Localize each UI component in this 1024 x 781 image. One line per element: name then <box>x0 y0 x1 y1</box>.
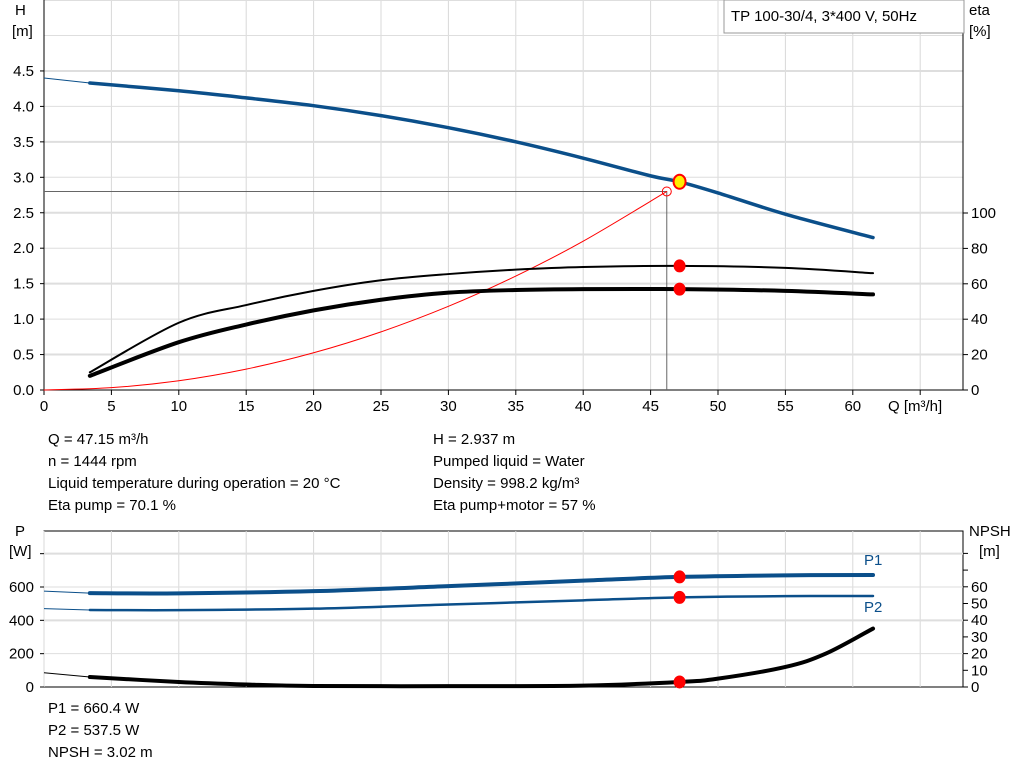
y-tick-label-right: 0 <box>971 382 979 399</box>
y-tick-label-left: 4.0 <box>13 98 34 115</box>
y-axis-unit-right: [m] <box>979 543 1000 560</box>
npsh-curve <box>87 626 876 689</box>
p1-curve-extrapolation <box>43 590 90 594</box>
info-q: Q = 47.15 m³/h <box>48 431 149 448</box>
y-tick-label-left: 0 <box>26 679 34 696</box>
y-tick-label-right: 40 <box>971 311 988 328</box>
info-eta-pump-motor: Eta pump+motor = 57 % <box>433 497 596 514</box>
info-p2: P2 = 537.5 W <box>48 722 140 739</box>
x-tick-label: 30 <box>440 398 457 415</box>
title-box <box>723 0 965 34</box>
p2-curve-extrapolation <box>43 608 90 611</box>
y-tick-label-left: 200 <box>9 646 34 663</box>
x-tick-label: 5 <box>107 398 115 415</box>
x-tick-label: 0 <box>40 398 48 415</box>
y-tick-label-right: 80 <box>971 240 988 257</box>
y-tick-label-right: 40 <box>971 612 988 629</box>
p2-curve <box>88 594 875 612</box>
info-h: H = 2.937 m <box>433 431 516 448</box>
info-top-left: Q = 47.15 m³/h n = 1444 rpm Liquid tempe… <box>48 429 340 517</box>
x-tick-label: 40 <box>575 398 592 415</box>
x-axis-label: Q [m³/h] <box>888 398 942 415</box>
info-eta-pump: Eta pump = 70.1 % <box>48 497 176 514</box>
x-tick-label: 20 <box>305 398 322 415</box>
y-axis-label-left: H <box>15 2 26 19</box>
npsh-curve-extrapolation <box>43 672 90 678</box>
y-tick-label-right: 50 <box>971 596 988 613</box>
y-axis-unit-left: [m] <box>12 23 33 40</box>
eta-pump-marker <box>673 259 686 273</box>
system-curve-end-marker <box>661 186 672 197</box>
y-tick-label-right: 20 <box>971 347 988 364</box>
p1-curve <box>87 573 876 596</box>
npsh-marker <box>673 675 686 689</box>
y-tick-label-left: 400 <box>9 612 34 629</box>
y-axis-label-right: NPSH <box>969 523 1011 540</box>
y-tick-label-left: 1.0 <box>13 311 34 328</box>
y-axis-label-right: eta <box>969 2 991 19</box>
y-tick-label-right: 60 <box>971 276 988 293</box>
x-tick-label: 35 <box>507 398 524 415</box>
y-tick-label-left: 2.5 <box>13 205 34 222</box>
y-tick-label-left: 0.5 <box>13 347 34 364</box>
info-liquid: Pumped liquid = Water <box>433 453 585 470</box>
x-tick-label: 15 <box>238 398 255 415</box>
p2-marker <box>673 590 686 604</box>
y-tick-label-left: 600 <box>9 579 34 596</box>
info-density: Density = 998.2 kg/m³ <box>433 475 580 492</box>
eta-pump-motor-curve <box>87 286 876 378</box>
eta-pump-motor-marker <box>673 282 686 296</box>
y-tick-label-right: 0 <box>971 679 979 696</box>
head-efficiency-chart: 0 5 10 15 20 25 30 35 40 45 50 55 60 0.0 0.5 1.0 1.5 2.0 2… <box>12 0 996 415</box>
y-tick-label-right: 10 <box>971 662 988 679</box>
y-tick-label-left: 1.5 <box>13 276 34 293</box>
y-tick-label-right: 100 <box>971 205 996 222</box>
head-curve-extrapolation <box>43 77 90 84</box>
y-tick-label-left: 4.5 <box>13 63 34 80</box>
y-tick-label-left: 0.0 <box>13 382 34 399</box>
x-tick-label: 25 <box>373 398 390 415</box>
head-curve <box>88 81 875 240</box>
y-tick-label-right: 30 <box>971 629 988 646</box>
x-tick-label: 55 <box>777 398 794 415</box>
p2-series-label: P2 <box>864 599 882 616</box>
plot-area <box>44 0 963 390</box>
p1-marker <box>673 570 686 584</box>
p1-series-label: P1 <box>864 552 882 569</box>
info-npsh: NPSH = 3.02 m <box>48 744 153 761</box>
chart-title: TP 100-30/4, 3*400 V, 50Hz <box>731 8 917 25</box>
info-n: n = 1444 rpm <box>48 453 137 470</box>
x-tick-label: 45 <box>642 398 659 415</box>
y-tick-label-right: 60 <box>971 579 988 596</box>
x-tick-label: 50 <box>710 398 727 415</box>
duty-point-marker <box>672 173 687 190</box>
y-axis-label-left: P <box>15 523 25 540</box>
eta-pump-curve <box>88 264 875 374</box>
system-curve <box>43 190 668 391</box>
y-axis-unit-left: [W] <box>9 543 32 560</box>
info-bottom: P1 = 660.4 W P2 = 537.5 W NPSH = 3.02 m <box>48 698 153 764</box>
info-temp: Liquid temperature during operation = 20… <box>48 475 341 492</box>
x-tick-label: 10 <box>170 398 187 415</box>
y-tick-label-left: 2.0 <box>13 240 34 257</box>
info-p1: P1 = 660.4 W <box>48 700 140 717</box>
y-tick-label-left: 3.0 <box>13 169 34 186</box>
y-tick-label-right: 20 <box>971 646 988 663</box>
x-tick-label: 60 <box>844 398 861 415</box>
y-axis-unit-right: [%] <box>969 23 991 40</box>
y-tick-label-left: 3.5 <box>13 134 34 151</box>
info-top-right: H = 2.937 m Pumped liquid = Water Densit… <box>433 429 596 517</box>
